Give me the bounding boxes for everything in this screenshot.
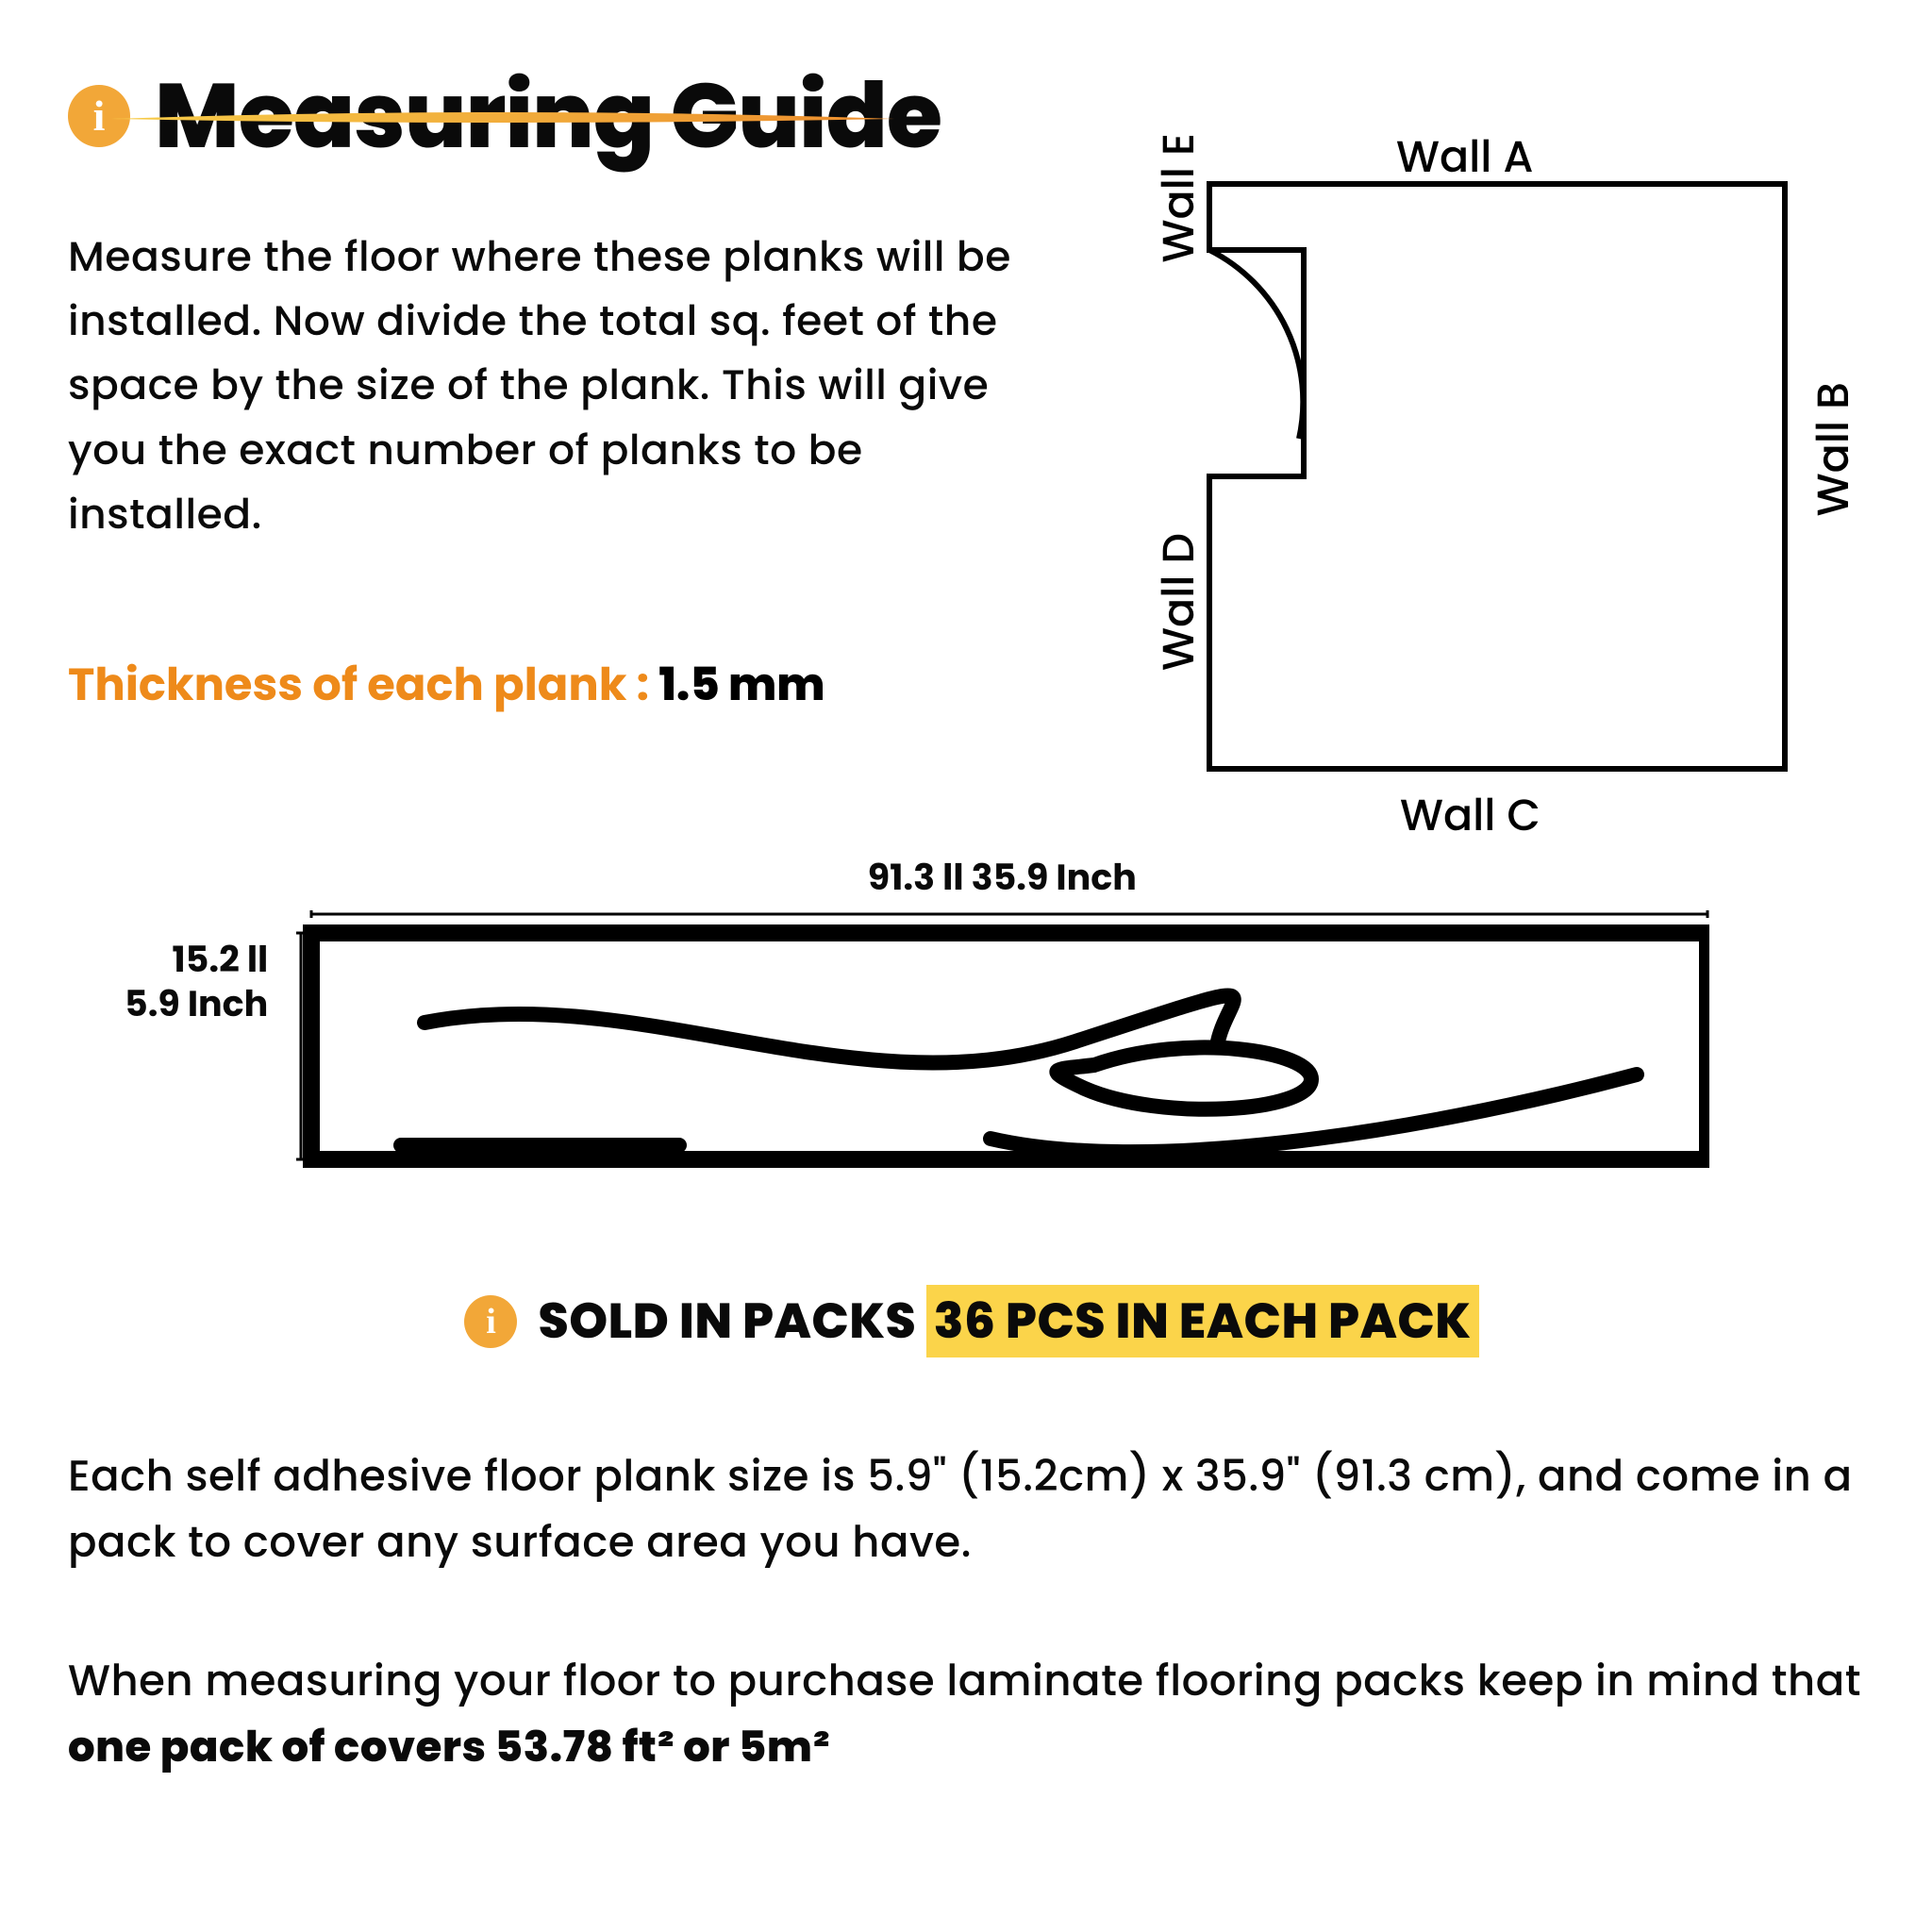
body-text: Each self adhesive floor plank size is 5…	[68, 1443, 1875, 1780]
info-icon: i	[464, 1295, 517, 1348]
plank-width-dim: 91.3 ll 35.9 Inch	[294, 851, 1709, 905]
thickness-label: Thickness of each plank :	[68, 653, 658, 716]
wall-e-label: Wall E	[1147, 133, 1212, 263]
room-diagram: Wall A Wall B Wall C Wall D Wall E	[1096, 127, 1870, 939]
thickness-line: Thickness of each plank : 1.5 mm	[68, 651, 1030, 719]
title-underline	[111, 106, 894, 125]
wall-b-label: Wall B	[1802, 382, 1867, 516]
plank-svg	[294, 910, 1709, 1174]
intro-text: Measure the floor where these planks wil…	[68, 225, 1030, 547]
para-2: When measuring your floor to purchase la…	[68, 1648, 1875, 1780]
para-1: Each self adhesive floor plank size is 5…	[68, 1443, 1875, 1575]
packs-row: i SOLD IN PACKS 36 PCS IN EACH PACK	[68, 1285, 1875, 1358]
thickness-value: 1.5 mm	[658, 653, 824, 716]
packs-highlight: 36 PCS IN EACH PACK	[926, 1285, 1479, 1357]
plank-height-dim: 15.2 ll 5.9 Inch	[125, 938, 268, 1027]
wall-a-label: Wall A	[1396, 125, 1533, 191]
wall-d-label: Wall D	[1147, 533, 1212, 671]
wall-c-label: Wall C	[1400, 784, 1541, 849]
plank-diagram: 15.2 ll 5.9 Inch 91.3 ll 35.9 Inch	[125, 851, 1875, 1181]
packs-lead: SOLD IN PACKS	[538, 1287, 925, 1356]
